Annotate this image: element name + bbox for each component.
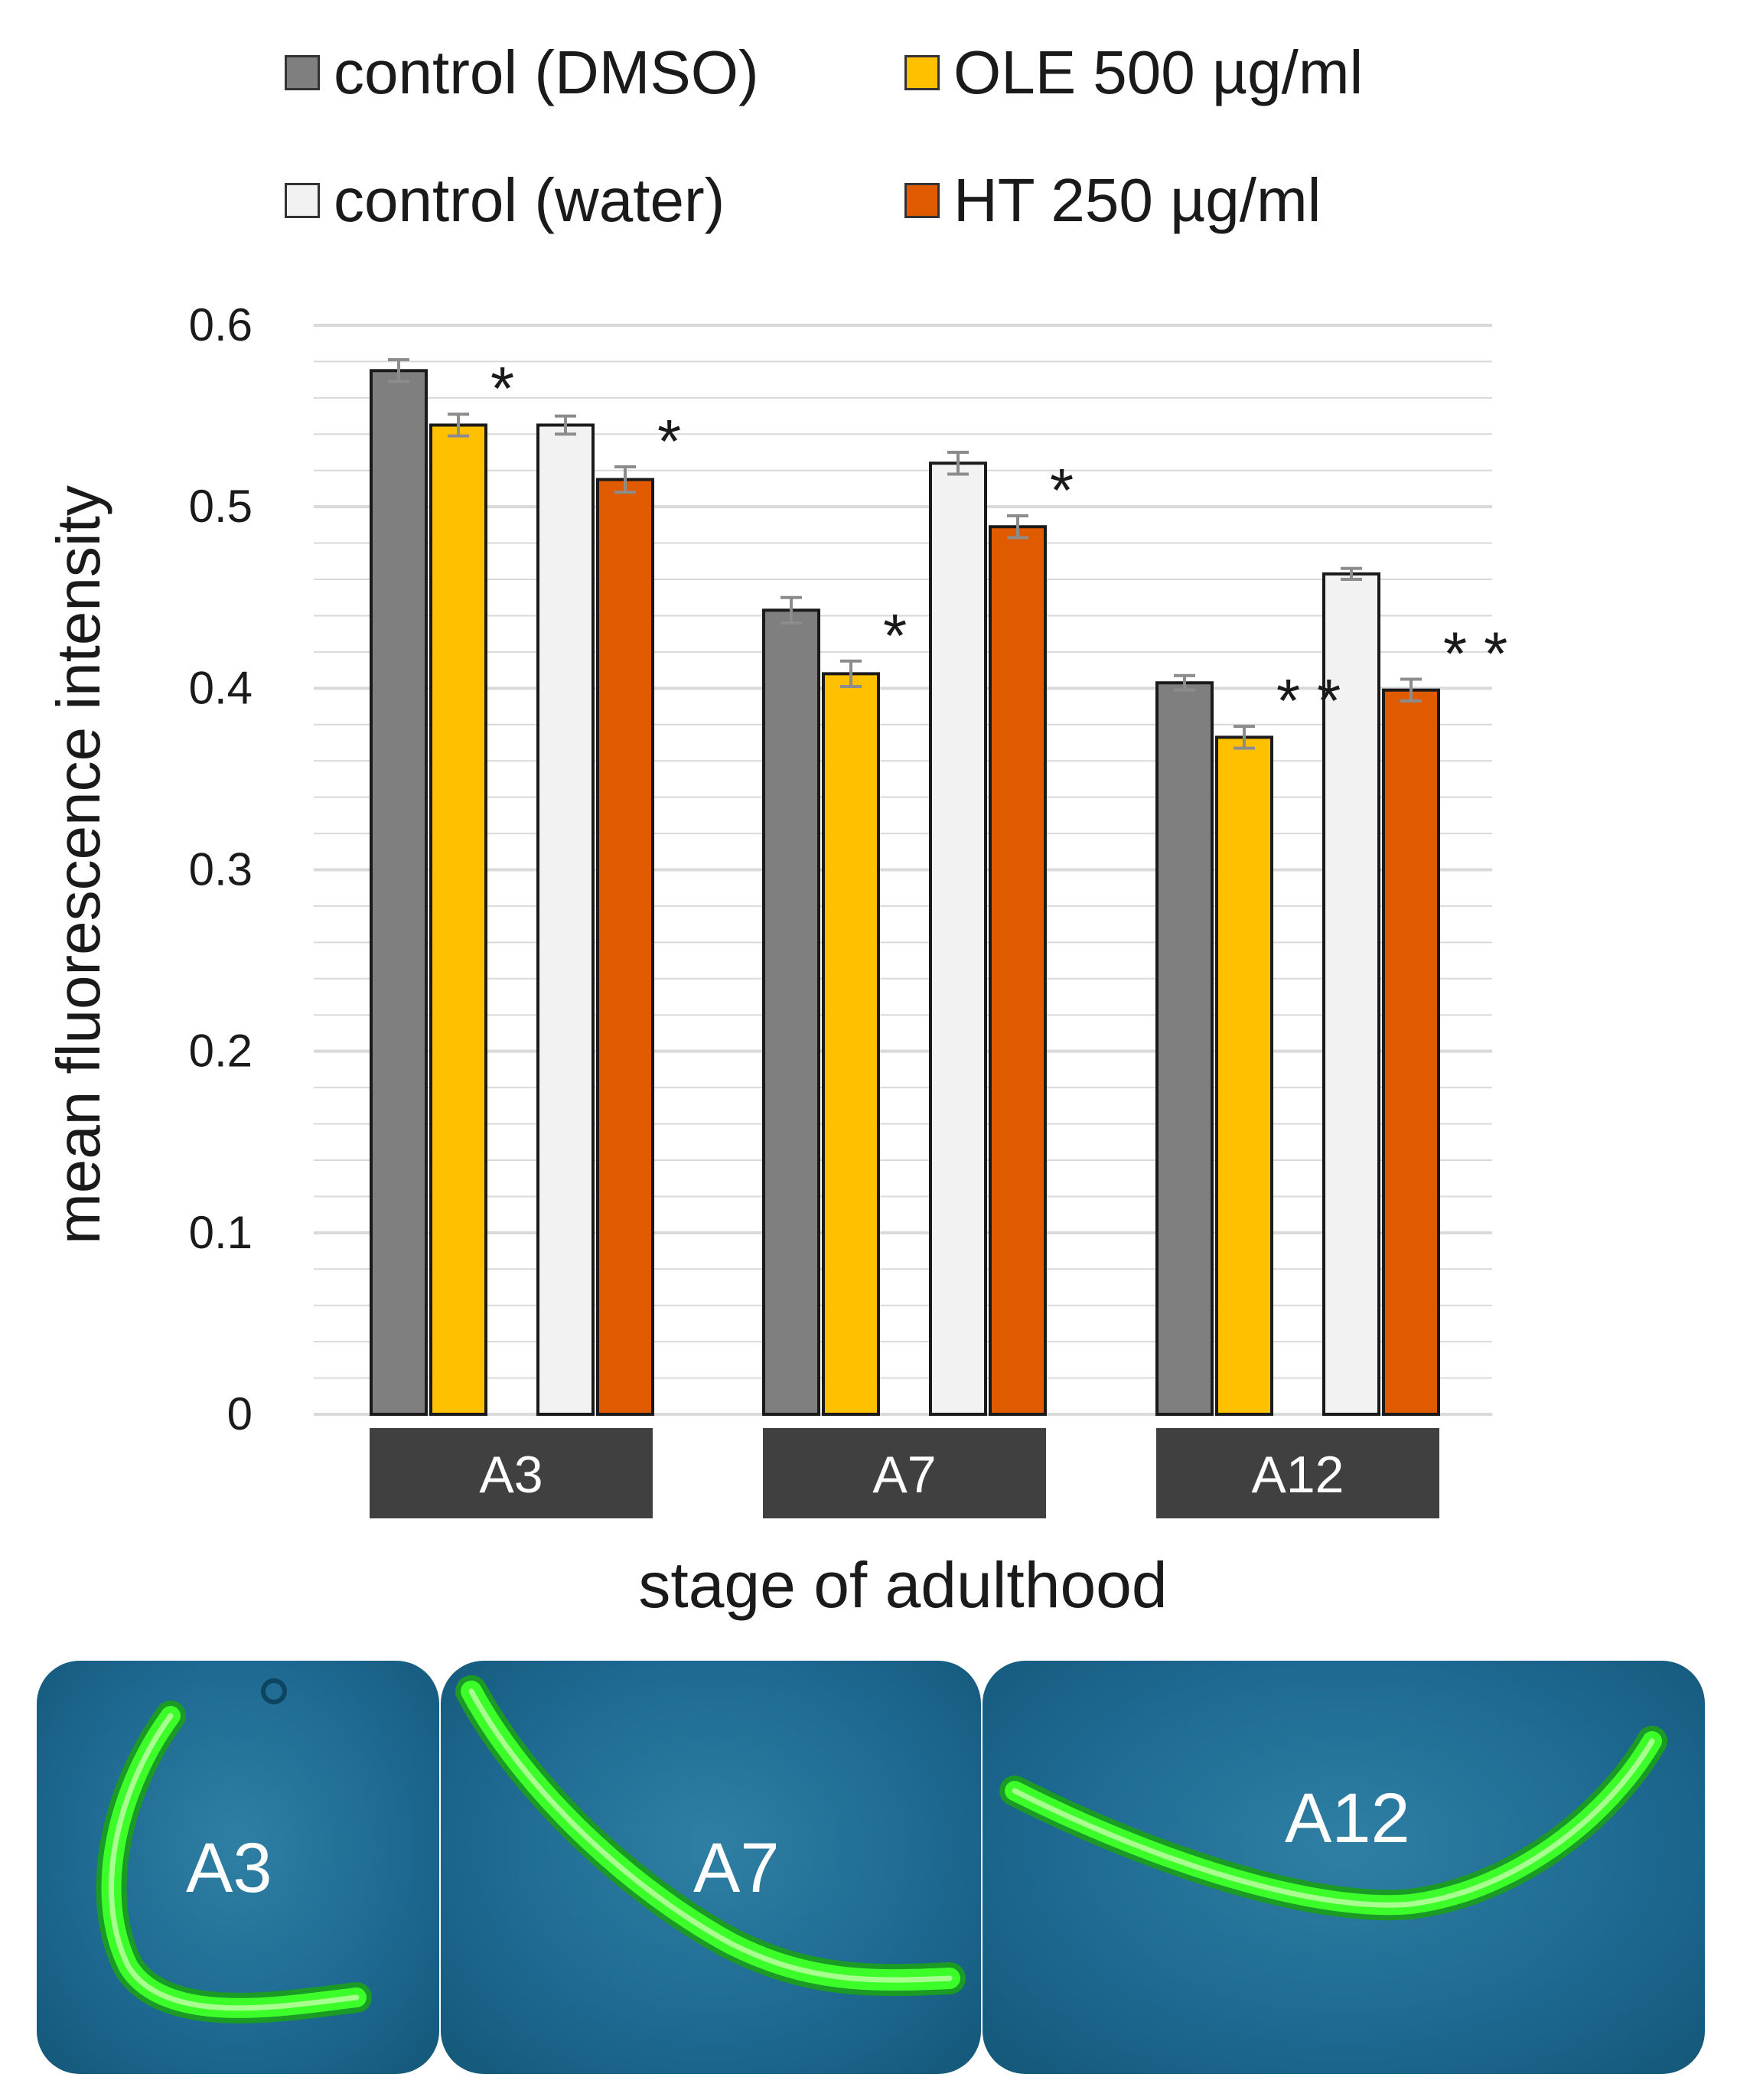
- error-bar: [614, 465, 636, 494]
- bar-chart: 00.10.20.30.40.50.6 ******** A3 A7 A12 mea…: [44, 299, 1524, 1621]
- legend-item-ole: OLE 500 µg/ml: [904, 42, 1363, 103]
- bar-ole-500-g-ml-a12: [1215, 735, 1273, 1416]
- worm-image-label-a3: A3: [186, 1829, 272, 1907]
- legend-label-control-water: control (water): [334, 166, 725, 234]
- bar-control-water-a7: [929, 461, 987, 1416]
- worm-image-a3: A3: [37, 1661, 439, 2074]
- category-box-a12: [1156, 1428, 1439, 1518]
- legend-item-ht: HT 250 µg/ml: [904, 170, 1321, 231]
- legend-swatch-control-water: [285, 183, 320, 218]
- bar-control-dmso-a12: [1155, 681, 1214, 1416]
- error-bar: [1400, 677, 1422, 703]
- bar-control-dmso-a7: [762, 608, 820, 1416]
- error-bar: [947, 451, 969, 476]
- x-axis-categories: A3 A7 A12: [370, 1428, 1439, 1518]
- category-label-a12: A12: [1252, 1446, 1344, 1504]
- legend-item-control-dmso: control (DMSO): [285, 42, 759, 103]
- significance-marker: *: [1050, 456, 1074, 524]
- category-label-a7: A7: [872, 1446, 936, 1504]
- worm-image-a12: A12: [983, 1661, 1705, 2074]
- bar-ht-250-g-ml-a12: [1382, 688, 1440, 1416]
- significance-marker: **: [1276, 667, 1357, 735]
- worm-image-a7: A7: [441, 1661, 981, 2074]
- legend-swatch-ole: [904, 55, 940, 90]
- y-axis-ticks: 0 0.1 0.2 0.3 0.4 0.5 0.6: [189, 299, 253, 1440]
- y-tick-label: 0.1: [189, 1207, 253, 1258]
- bars: [370, 369, 1440, 1417]
- legend-label-control-dmso: control (DMSO): [334, 38, 759, 106]
- significance-marker: *: [490, 354, 514, 422]
- error-bars: [388, 358, 1422, 750]
- y-tick-label: 0: [227, 1388, 253, 1440]
- error-bar: [1341, 566, 1362, 582]
- category-box-a7: [763, 1428, 1046, 1518]
- legend-swatch-control-dmso: [285, 55, 320, 90]
- microscopy-image-strip: A3 A7 A12: [37, 1661, 1705, 2074]
- significance-marker: *: [657, 407, 681, 475]
- legend-swatch-ht: [904, 183, 940, 218]
- y-tick-label: 0.4: [189, 662, 253, 713]
- significance-marker: **: [1443, 619, 1524, 687]
- y-tick-label: 0.6: [189, 299, 253, 351]
- y-tick-label: 0.3: [189, 844, 253, 895]
- bar-control-water-a3: [536, 423, 595, 1416]
- significance-marker: *: [883, 602, 907, 670]
- legend-label-ht: HT 250 µg/ml: [953, 166, 1321, 234]
- legend-item-control-water: control (water): [285, 170, 725, 231]
- y-tick-label: 0.2: [189, 1026, 253, 1077]
- legend-label-ole: OLE 500 µg/ml: [953, 38, 1364, 106]
- error-bar: [448, 412, 469, 438]
- category-box-a3: [370, 1428, 653, 1518]
- worm-a7-drawing: [455, 1675, 966, 1997]
- x-axis-label: stage of adulthood: [638, 1549, 1167, 1621]
- significance-markers: ********: [490, 354, 1524, 735]
- y-tick-label: 0.5: [189, 481, 253, 532]
- bar-ole-500-g-ml-a7: [822, 672, 880, 1416]
- worm-a12-drawing: [999, 1726, 1667, 1921]
- error-bar: [1007, 514, 1028, 540]
- error-bar: [1174, 673, 1195, 692]
- bar-ole-500-g-ml-a3: [429, 423, 487, 1416]
- worm-image-label-a12: A12: [1285, 1779, 1410, 1857]
- bar-ht-250-g-ml-a7: [989, 525, 1047, 1416]
- error-bar: [840, 659, 862, 688]
- error-bar: [555, 414, 576, 436]
- error-bar: [781, 595, 802, 624]
- grid-lines: [314, 324, 1492, 1416]
- bar-control-dmso-a3: [370, 369, 428, 1417]
- y-axis-label: mean fluorescence intensity: [44, 485, 112, 1244]
- error-bar: [388, 358, 409, 383]
- worm-image-label-a7: A7: [693, 1829, 780, 1907]
- category-label-a3: A3: [479, 1446, 543, 1504]
- error-bar: [1233, 725, 1255, 750]
- worm-a3-drawing: [96, 1678, 372, 2023]
- bar-ht-250-g-ml-a3: [596, 478, 654, 1416]
